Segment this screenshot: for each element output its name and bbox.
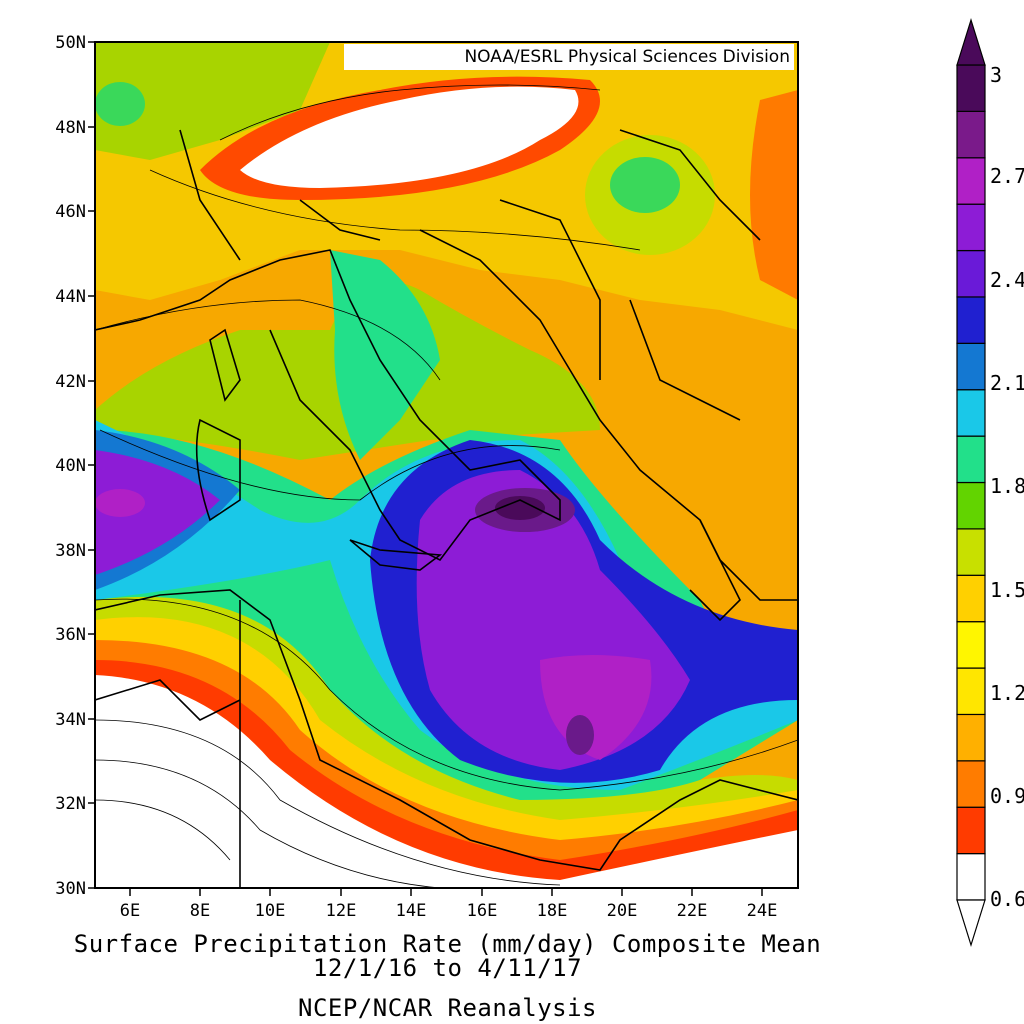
colorbar-labels: 3 2.7 2.4 2.1 1.8 1.5 1.2 0.9 0.6	[990, 63, 1024, 911]
lon-label: 16E	[467, 901, 498, 921]
lat-label: 36N	[55, 625, 86, 645]
lat-label: 44N	[55, 287, 86, 307]
lon-label: 18E	[537, 901, 568, 921]
colorbar-swatch	[956, 389, 986, 437]
lon-label: 8E	[190, 901, 210, 921]
colorbar-swatch	[956, 296, 986, 344]
lat-label: 32N	[55, 794, 86, 814]
colorbar-label: 0.9	[990, 784, 1024, 808]
lat-label: 48N	[55, 118, 86, 138]
colorbar-swatch	[956, 667, 986, 716]
colorbar-swatch	[956, 806, 986, 855]
longitude-axis: 6E 8E 10E 12E 14E 16E 18E 20E 22E 24E	[120, 888, 778, 921]
colorbar-swatch	[956, 249, 986, 298]
colorbar-swatch	[956, 481, 986, 530]
credit-label: NOAA/ESRL Physical Sciences Division	[344, 44, 794, 70]
colorbar-swatch	[956, 342, 986, 391]
data-source: NCEP/NCAR Reanalysis	[298, 994, 597, 1022]
lat-label: 30N	[55, 879, 86, 899]
colorbar-swatch	[956, 760, 986, 808]
colorbar	[956, 17, 986, 948]
colorbar-label: 3	[990, 63, 1002, 87]
map-title: Surface Precipitation Rate (mm/day) Comp…	[73, 930, 822, 958]
date-range: 12/1/16 to 4/11/17	[312, 954, 583, 982]
lat-label: 34N	[55, 710, 86, 730]
colorbar-swatch	[956, 110, 986, 159]
colorbar-swatch	[956, 64, 986, 112]
lat-label: 50N	[55, 33, 86, 53]
colorbar-max-arrow	[956, 17, 986, 66]
colorbar-label: 1.5	[990, 578, 1024, 602]
colorbar-swatch	[956, 853, 986, 901]
lon-label: 24E	[747, 901, 778, 921]
colorbar-label: 2.7	[990, 164, 1024, 188]
lon-label: 10E	[255, 901, 286, 921]
colorbar-min-arrow	[956, 899, 986, 948]
colorbar-swatch	[956, 528, 986, 576]
latitude-axis: 50N 48N 46N 44N 42N 40N 38N 36N 34N 32N …	[55, 33, 95, 899]
colorbar-label: 0.6	[990, 887, 1024, 911]
lon-label: 6E	[120, 901, 140, 921]
colorbar-swatch	[956, 203, 986, 252]
colorbar-swatch	[956, 157, 986, 205]
colorbar-swatch	[956, 621, 986, 669]
precipitation-field	[95, 42, 798, 888]
colorbar-swatch	[956, 574, 986, 623]
lat-label: 46N	[55, 202, 86, 222]
lon-label: 22E	[677, 901, 708, 921]
lon-label: 20E	[607, 901, 638, 921]
lon-label: 12E	[326, 901, 357, 921]
colorbar-label: 2.1	[990, 371, 1024, 395]
colorbar-label: 1.8	[990, 474, 1024, 498]
coastlines	[95, 129, 798, 888]
lon-label: 14E	[396, 901, 427, 921]
colorbar-swatch	[956, 713, 986, 762]
colorbar-label: 1.2	[990, 681, 1024, 705]
lat-label: 40N	[55, 456, 86, 476]
lat-label: 38N	[55, 541, 86, 561]
colorbar-label: 2.4	[990, 268, 1024, 292]
lat-label: 42N	[55, 372, 86, 392]
contour-lines	[95, 84, 798, 888]
colorbar-swatch	[956, 435, 986, 484]
